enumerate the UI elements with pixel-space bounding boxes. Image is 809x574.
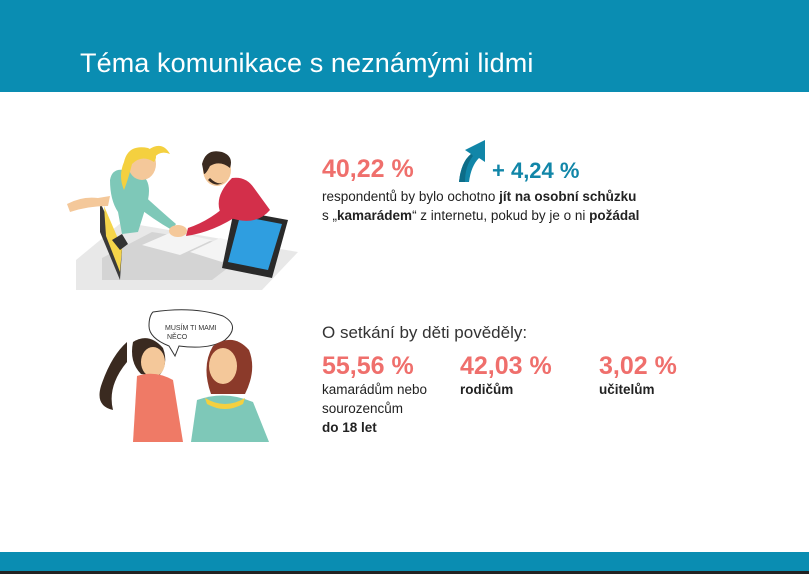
trend-up-arrow-icon [459, 140, 485, 182]
speech-line-1: MUSÍM TI MAMI [165, 323, 217, 332]
label-friends: kamarádům nebo sourozencům do 18 let [322, 380, 442, 437]
label-friends-line-3: do 18 let [322, 420, 377, 435]
label-teachers: učitelům [599, 382, 655, 397]
label-friends-line-2: sourozencům [322, 401, 404, 416]
label-parents: rodičům [460, 382, 514, 397]
description-meet: respondentů by bylo ochotno jít na osobn… [322, 187, 762, 225]
footer-bar [0, 552, 809, 574]
percent-teachers: 3,02 % [599, 352, 677, 380]
percent-change: + 4,24 % [492, 158, 580, 183]
header-bar: Téma komunikace s neznámými lidmi [0, 0, 809, 92]
speech-line-2: NĚCO [167, 332, 188, 341]
page-title: Téma komunikace s neznámými lidmi [80, 48, 534, 78]
handshake-laptop-illustration [67, 145, 298, 290]
percent-friends: 55,56 % [322, 352, 414, 380]
description-line-2: s „kamarádem“ z internetu, pokud by je o… [322, 208, 640, 223]
footer-line [0, 571, 809, 574]
girls-talking-illustration: MUSÍM TI MAMI NĚCO [99, 309, 269, 442]
percent-willing-meet: 40,22 % [322, 155, 414, 183]
label-friends-line-1: kamarádům nebo [322, 382, 428, 397]
description-line-1: respondentů by bylo ochotno jít na osobn… [322, 189, 637, 204]
percent-parents: 42,03 % [460, 352, 552, 380]
section2-lead: O setkání by děti pověděly: [322, 323, 528, 342]
